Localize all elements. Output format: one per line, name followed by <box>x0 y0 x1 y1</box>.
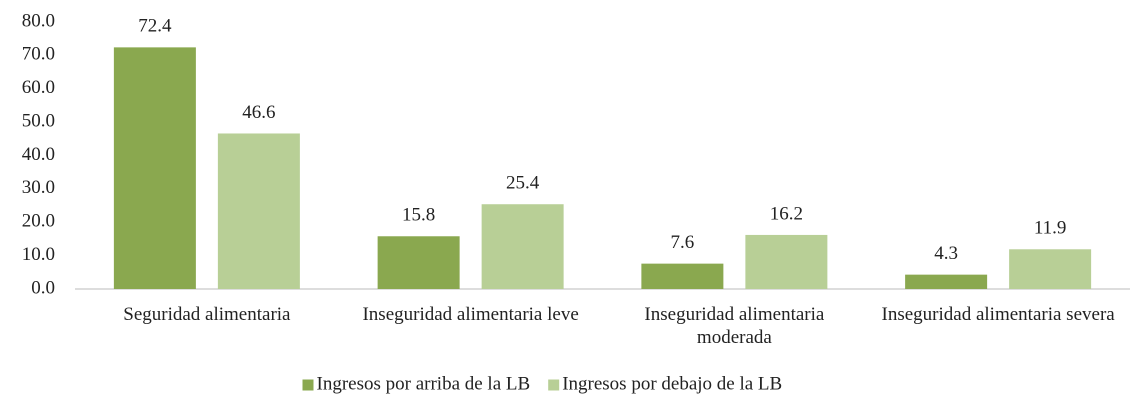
y-tick-label: 60.0 <box>22 77 55 98</box>
legend-swatch <box>548 379 560 391</box>
legend-label: Ingresos por debajo de la LB <box>562 373 782 394</box>
legend-swatch <box>302 379 314 391</box>
bar <box>217 133 300 289</box>
bar <box>641 263 724 289</box>
y-tick-label: 50.0 <box>22 110 55 131</box>
data-label: 7.6 <box>671 232 695 253</box>
y-tick-label: 10.0 <box>22 244 55 265</box>
y-tick-label: 30.0 <box>22 177 55 198</box>
data-label: 72.4 <box>138 16 172 37</box>
x-tick-label: Inseguridad alimentaria severa <box>881 304 1115 325</box>
y-tick-label: 20.0 <box>22 211 55 232</box>
bar <box>113 47 196 289</box>
x-tick-label: Inseguridad alimentaria leve <box>362 304 579 325</box>
data-label: 15.8 <box>402 205 435 226</box>
data-label: 16.2 <box>770 203 803 224</box>
y-tick-label: 40.0 <box>22 144 55 165</box>
bar <box>481 204 564 289</box>
legend-label: Ingresos por arriba de la LB <box>317 373 531 394</box>
y-tick-label: 80.0 <box>22 10 55 31</box>
y-tick-label: 0.0 <box>31 277 55 298</box>
data-label: 25.4 <box>506 173 540 194</box>
bar <box>745 234 828 289</box>
data-label: 11.9 <box>1034 218 1067 239</box>
x-tick-label: Seguridad alimentaria <box>123 304 291 325</box>
bar <box>1009 249 1092 289</box>
y-tick-label: 70.0 <box>22 44 55 65</box>
bar <box>905 274 988 289</box>
data-label: 4.3 <box>934 243 958 264</box>
bar <box>377 236 460 289</box>
data-label: 46.6 <box>242 102 275 123</box>
x-tick-label: Inseguridad alimentaria moderada <box>644 304 825 348</box>
